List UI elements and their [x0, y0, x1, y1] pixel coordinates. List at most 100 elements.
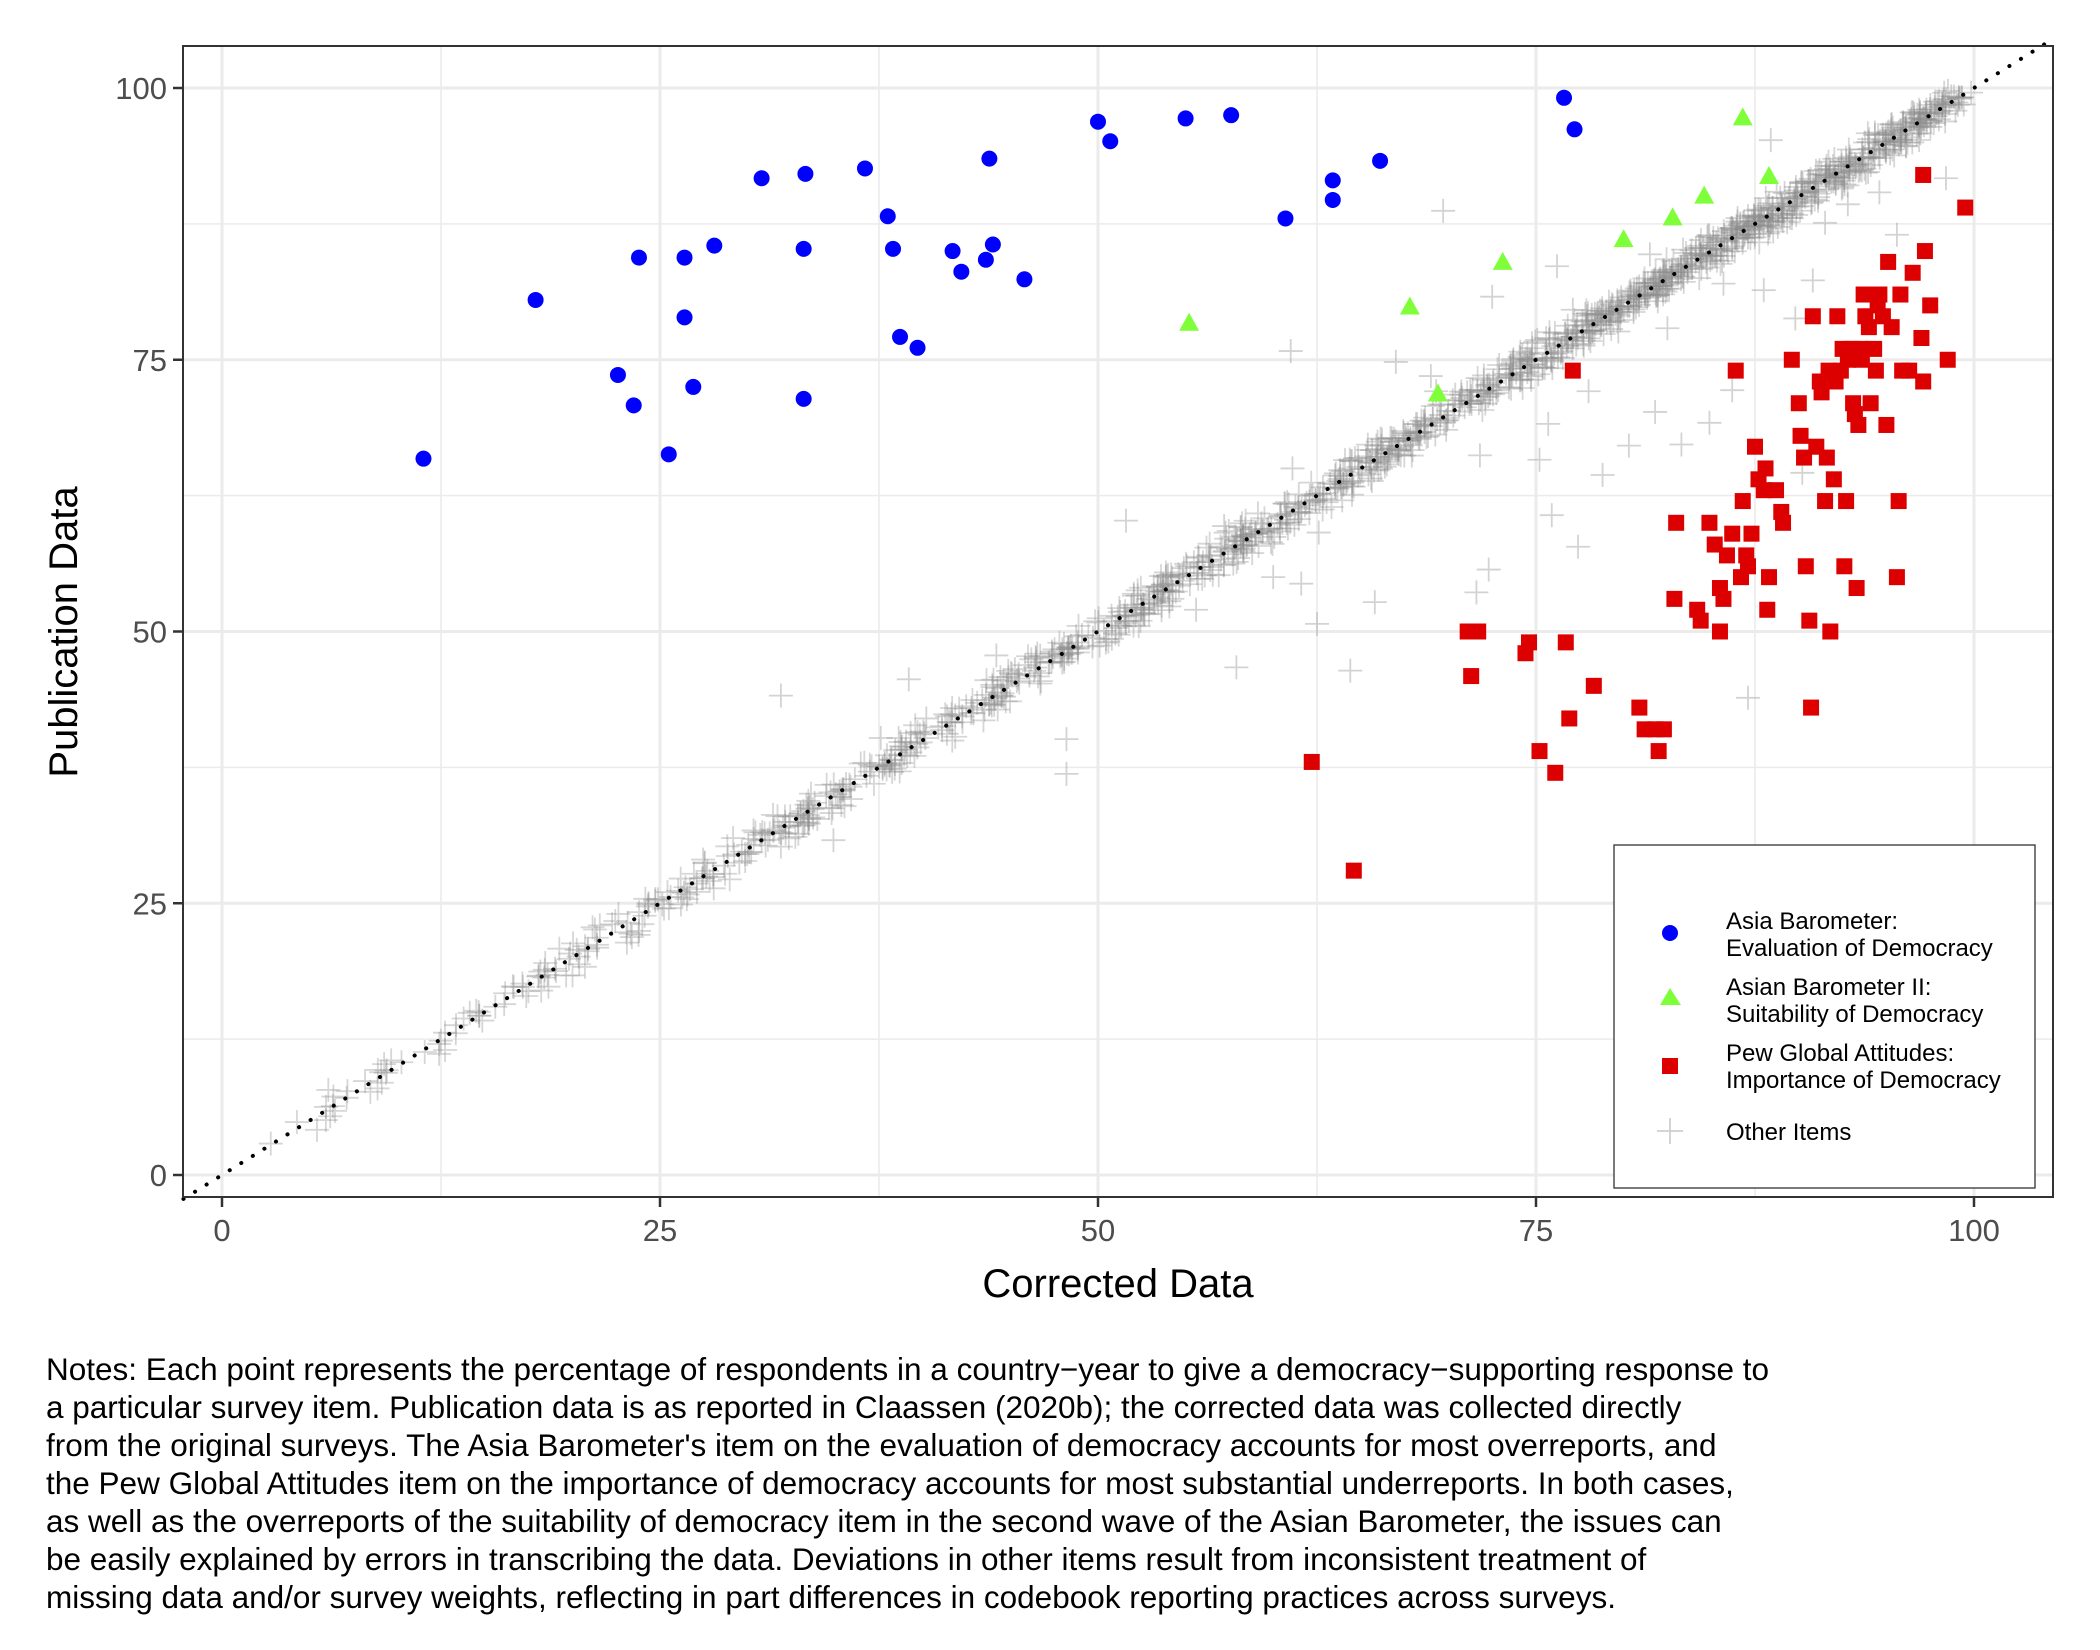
other-item-marker [656, 896, 681, 921]
other-item-marker [1228, 528, 1253, 553]
other-item-marker [1814, 153, 1839, 178]
other-item-marker [1647, 267, 1672, 292]
other-item-marker [1149, 579, 1174, 604]
other-item-marker [1476, 557, 1501, 582]
other-item-marker [1589, 307, 1614, 332]
other-item-marker [1768, 185, 1793, 210]
other-item-marker [1914, 97, 1939, 122]
pew-global-attitudes-point [1470, 623, 1487, 640]
other-item-marker [1736, 218, 1761, 243]
other-item-marker [984, 643, 1009, 668]
asian-barometer-ii-point [1613, 229, 1634, 248]
other-item-marker [905, 735, 930, 760]
other-item-marker [675, 882, 700, 907]
other-item-marker [1480, 382, 1505, 407]
pew-global-attitudes-point [1547, 764, 1564, 781]
y-tick-label: 75 [133, 343, 167, 378]
other-item-marker [1633, 283, 1658, 308]
other-item-marker [1699, 236, 1724, 261]
other-item-marker [1508, 368, 1533, 393]
other-item-marker [673, 875, 698, 900]
pew-global-attitudes-point [1916, 243, 1933, 260]
other-item-marker [427, 1031, 452, 1056]
pew-global-attitudes-point [1860, 319, 1877, 336]
pew-global-attitudes-point [1747, 438, 1763, 455]
asia-barometer-point [795, 240, 812, 257]
other-item-marker [1337, 456, 1362, 481]
other-item-marker [1242, 521, 1267, 546]
other-item-marker [1782, 189, 1807, 214]
other-item-marker [1609, 295, 1634, 320]
other-item-marker [365, 1057, 390, 1082]
other-item-marker [771, 815, 796, 840]
other-item-marker [877, 753, 902, 778]
other-item-marker [1749, 204, 1774, 229]
pew-global-attitudes-point [1890, 493, 1907, 510]
other-item-marker [1174, 554, 1199, 579]
other-item-marker [867, 754, 892, 779]
other-item-marker [1751, 214, 1776, 239]
other-item-marker [936, 709, 961, 734]
other-item-marker [1145, 574, 1170, 599]
other-item-marker [526, 964, 551, 989]
other-item-marker [1399, 443, 1424, 468]
other-item-marker [1675, 260, 1700, 285]
other-item-marker [1114, 508, 1139, 533]
other-item-marker [1054, 761, 1079, 786]
other-item-marker [1530, 355, 1555, 380]
pew-global-attitudes-point [1668, 514, 1685, 531]
notes-line: Notes: Each point represents the percent… [46, 1351, 1770, 1387]
other-item-marker [1596, 302, 1621, 327]
other-item-marker [753, 833, 778, 858]
other-item-marker [795, 803, 820, 828]
other-item-marker [1231, 539, 1256, 564]
x-tick-label: 75 [1519, 1213, 1553, 1248]
other-item-marker [1884, 222, 1909, 247]
other-item-marker [961, 701, 986, 726]
asia-barometer-point [676, 249, 693, 266]
other-item-marker [1813, 163, 1838, 188]
other-item-marker [1733, 214, 1758, 239]
other-item-marker [1949, 85, 1974, 110]
other-item-marker [533, 950, 558, 975]
other-item-marker [1607, 299, 1632, 324]
other-item-marker [1921, 111, 1946, 136]
other-item-marker [1510, 342, 1535, 367]
pew-global-attitudes-point [1880, 253, 1897, 270]
pew-global-attitudes-point [1801, 612, 1818, 629]
other-item-marker [1599, 317, 1624, 342]
other-item-marker [1946, 85, 1971, 110]
other-item-marker [904, 731, 929, 756]
other-item-marker [1801, 171, 1826, 196]
other-item-marker [1536, 411, 1561, 436]
other-item-marker [1406, 425, 1431, 450]
other-item-marker [1366, 436, 1391, 461]
other-item-marker [372, 1052, 397, 1077]
other-item-marker [1228, 515, 1253, 540]
other-item-marker [1895, 130, 1920, 155]
other-item-marker [1720, 378, 1745, 403]
other-item-marker [501, 975, 526, 1000]
other-item-marker [614, 930, 639, 955]
other-item-marker [544, 959, 569, 984]
other-item-marker [1000, 662, 1025, 687]
other-item-marker [1398, 426, 1423, 451]
other-item-marker [801, 805, 826, 830]
other-item-marker [1643, 399, 1668, 424]
other-item-marker [1370, 427, 1395, 452]
other-item-marker [814, 772, 839, 797]
other-item-marker [1545, 254, 1570, 279]
other-item-marker [1782, 191, 1807, 216]
other-item-marker [1616, 433, 1641, 458]
other-item-marker [467, 1003, 492, 1028]
other-item-marker [1566, 534, 1591, 559]
other-item-marker [1328, 458, 1353, 483]
other-item-marker [1167, 573, 1192, 598]
other-item-marker [1758, 213, 1783, 238]
other-item-marker [1700, 244, 1725, 269]
other-item-marker [1252, 506, 1277, 531]
asian-barometer-ii-point [1694, 185, 1715, 204]
other-item-marker [1605, 309, 1630, 334]
other-item-marker [1160, 580, 1185, 605]
other-item-marker [1575, 303, 1600, 328]
